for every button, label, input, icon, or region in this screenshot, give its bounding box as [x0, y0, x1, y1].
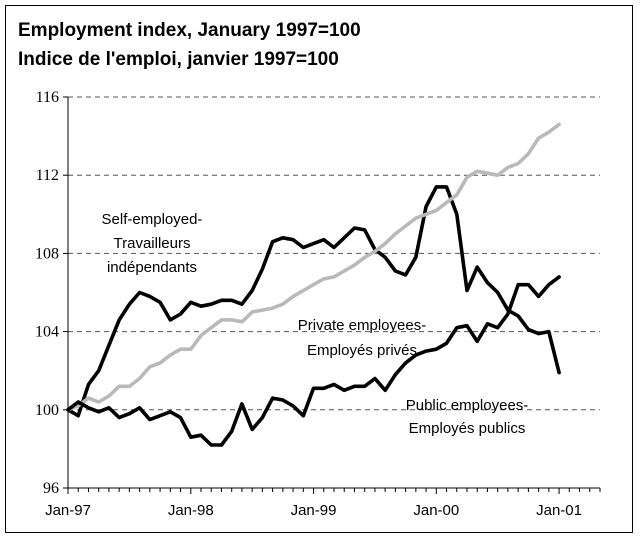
x-tick-label: Jan-01	[536, 502, 582, 519]
series-annotation: indépendants	[107, 259, 197, 276]
series-annotation: Employés publics	[409, 420, 526, 437]
series-line-2	[66, 122, 561, 412]
series-annotation: Employés privés	[307, 342, 417, 359]
y-tick-label: 116	[36, 89, 59, 106]
series-annotation: Private employees-	[298, 317, 426, 334]
series-annotation: Self-employed-	[102, 211, 203, 228]
x-tick-label: Jan-99	[291, 502, 337, 519]
series-line-1	[66, 185, 561, 418]
y-tick-label: 96	[43, 480, 59, 497]
series-annotation: Travailleurs	[114, 235, 191, 252]
axes: 96 100 104 108 112 116 Jan-97 Jan-98 Jan-99 Jan-0…	[35, 89, 601, 519]
series-lines	[66, 122, 561, 447]
chart-title: Employment index, January 1997=100	[18, 20, 361, 41]
x-tick-label: Jan-00	[413, 502, 459, 519]
series-line-3	[66, 275, 561, 447]
y-tick-label: 108	[35, 245, 59, 262]
y-tick-label: 100	[35, 402, 59, 419]
gridlines	[68, 96, 600, 411]
y-tick-label: 104	[35, 324, 59, 341]
series-annotation: Public employees-	[406, 397, 529, 414]
x-tick-label: Jan-98	[168, 502, 214, 519]
chart-frame	[5, 5, 633, 533]
chart-subtitle: Indice de l'emploi, janvier 1997=100	[18, 49, 339, 70]
x-tick-label: Jan-97	[45, 502, 91, 519]
y-tick-label: 112	[36, 167, 59, 184]
annotations: Self-employed- Travailleurs indépendants Pr…	[102, 211, 529, 437]
